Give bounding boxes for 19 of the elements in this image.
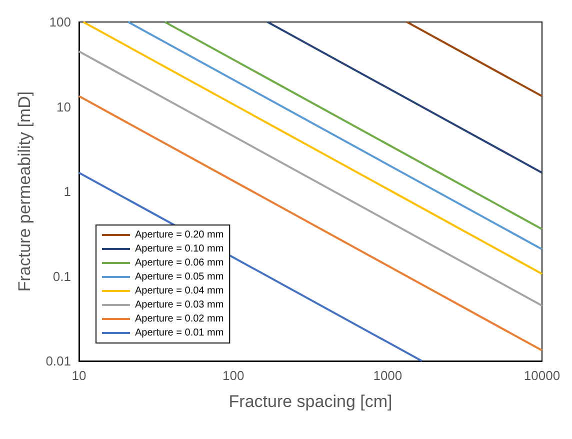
x-tick-label: 100 xyxy=(222,368,244,383)
y-tick-label: 10 xyxy=(56,99,71,114)
legend-label: Aperture = 0.10 mm xyxy=(135,244,224,254)
y-axis-title: Fracture permeability [mD] xyxy=(15,91,34,292)
x-tick-label: 1000 xyxy=(373,368,402,383)
y-tick-label: 0.01 xyxy=(46,354,71,368)
legend-label: Aperture = 0.03 mm xyxy=(135,300,224,310)
legend-label: Aperture = 0.02 mm xyxy=(135,314,224,324)
y-tick-label: 0.1 xyxy=(52,268,71,284)
y-tick-label: 100 xyxy=(49,14,71,30)
x-tick-label: 10 xyxy=(72,368,86,383)
legend-label: Aperture = 0.06 mm xyxy=(135,258,224,268)
x-tick-label: 10000 xyxy=(524,368,560,383)
legend-label: Aperture = 0.20 mm xyxy=(135,230,224,240)
y-tick-label: 1 xyxy=(64,184,71,199)
legend-label: Aperture = 0.05 mm xyxy=(135,272,224,282)
legend-label: Aperture = 0.04 mm xyxy=(135,286,224,296)
x-axis-title: Fracture spacing [cm] xyxy=(228,392,392,411)
legend-label: Aperture = 0.01 mm xyxy=(135,328,224,338)
